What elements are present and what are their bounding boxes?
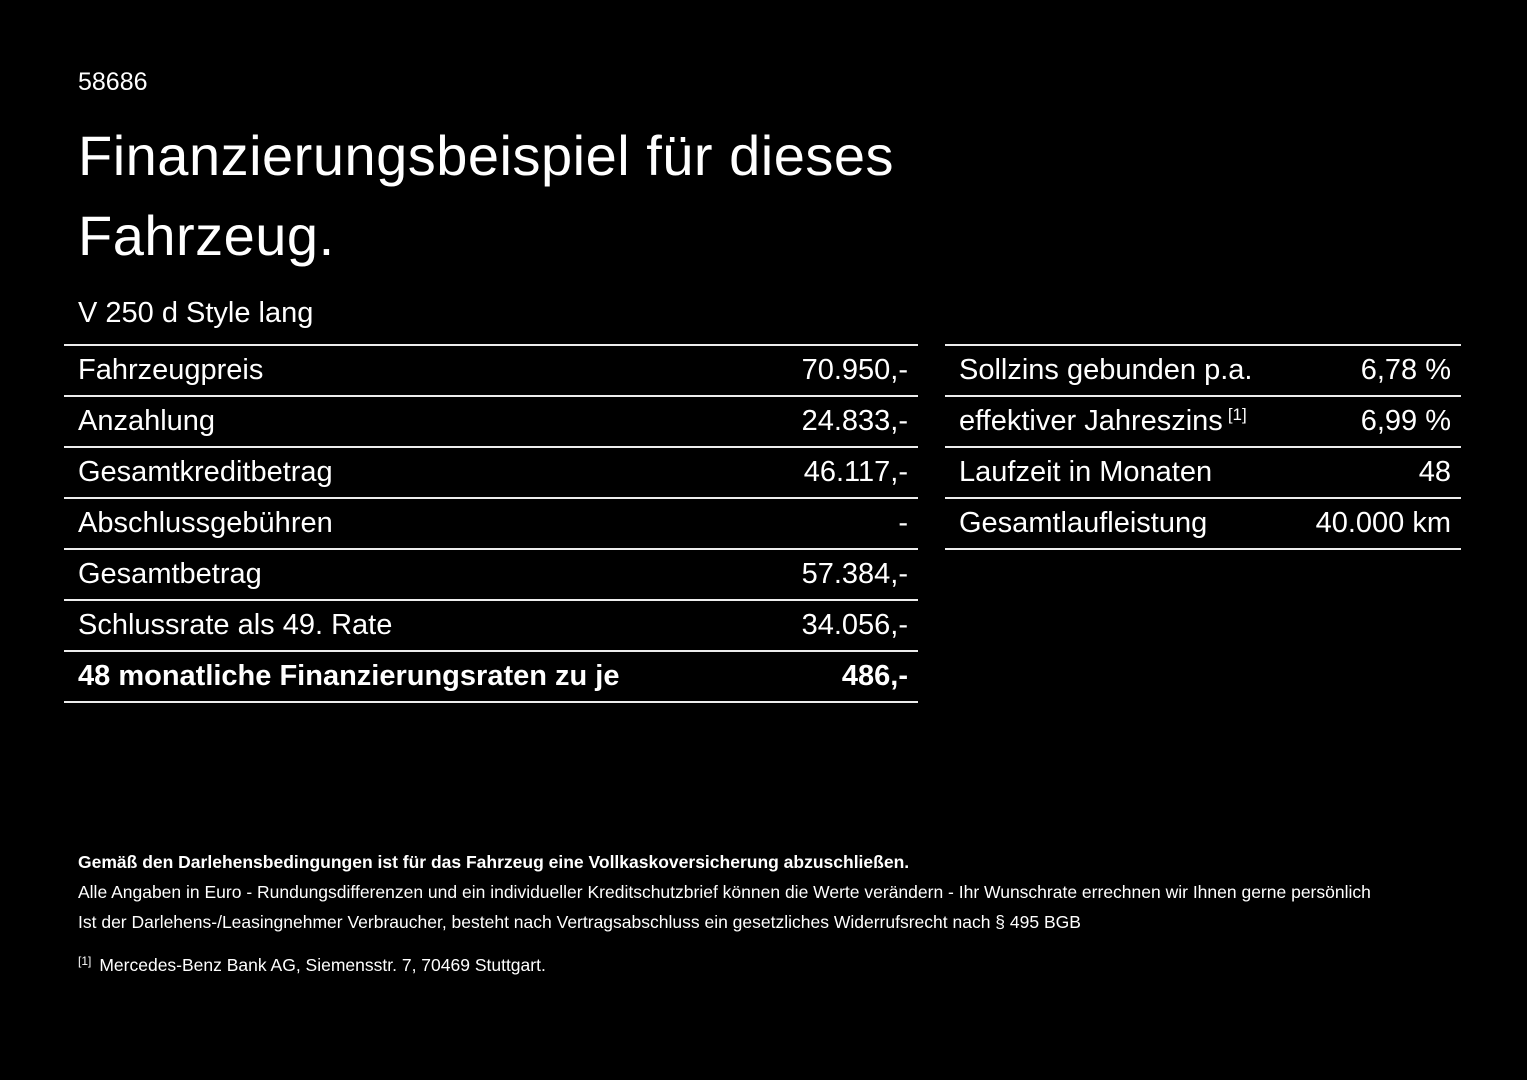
row-value: 48 [1418,456,1451,488]
table-row-schlussrate: Schlussrate als 49. Rate 34.056,- [64,599,918,650]
row-value: - [898,507,908,539]
page-title-line2: Fahrzeug. [78,204,335,268]
widerruf-note: Ist der Darlehens-/Leasingnehmer Verbrau… [78,912,1081,932]
table-row-abschlussgebuehren: Abschlussgebühren - [64,497,918,548]
conditions-table: Sollzins gebunden p.a. 6,78 % effektiver… [945,344,1461,550]
legal-footer: Gemäß den Darlehensbedingungen ist für d… [78,847,1468,980]
row-label: Schlussrate als 49. Rate [78,609,393,641]
page-title: Finanzierungsbeispiel für dieses Fahrzeu… [78,116,894,276]
document-id: 58686 [78,68,148,96]
table-row-laufzeit: Laufzeit in Monaten 48 [945,446,1461,497]
row-value: 40.000 km [1315,507,1451,539]
row-value: 46.117,- [803,456,908,488]
table-row-gesamtbetrag: Gesamtbetrag 57.384,- [64,548,918,599]
row-label: Fahrzeugpreis [78,354,264,386]
vehicle-name: V 250 d Style lang [78,297,314,329]
row-value: 34.056,- [801,609,908,641]
row-label: Sollzins gebunden p.a. [959,354,1253,386]
row-value: 486,- [841,660,908,692]
finance-table: Fahrzeugpreis 70.950,- Anzahlung 24.833,… [64,344,918,703]
row-label: Laufzeit in Monaten [959,456,1213,488]
row-label: Gesamtbetrag [78,558,262,590]
row-value: 6,99 % [1360,405,1451,437]
table-row-gesamtlaufleistung: Gesamtlaufleistung 40.000 km [945,497,1461,548]
table-row-monthly-rate: 48 monatliche Finanzierungsraten zu je 4… [64,650,918,701]
table-row-gesamtkreditbetrag: Gesamtkreditbetrag 46.117,- [64,446,918,497]
row-value: 6,78 % [1360,354,1451,386]
table-row-fahrzeugpreis: Fahrzeugpreis 70.950,- [64,344,918,395]
row-label: effektiver Jahreszins [1] [959,405,1247,437]
row-label: Abschlussgebühren [78,507,333,539]
table-row-anzahlung: Anzahlung 24.833,- [64,395,918,446]
row-label: 48 monatliche Finanzierungsraten zu je [78,660,620,692]
row-label: Gesamtlaufleistung [959,507,1208,539]
insurance-note: Gemäß den Darlehensbedingungen ist für d… [78,852,910,872]
row-label: Gesamtkreditbetrag [78,456,333,488]
row-value: 57.384,- [801,558,908,590]
euro-note: Alle Angaben in Euro - Rundungsdifferenz… [78,882,1371,902]
footnote-text: Mercedes-Benz Bank AG, Siemensstr. 7, 70… [99,955,546,975]
finance-tables: Fahrzeugpreis 70.950,- Anzahlung 24.833,… [64,344,1461,703]
table-row-effektiver-jahreszins: effektiver Jahreszins [1] 6,99 % [945,395,1461,446]
row-label: Anzahlung [78,405,216,437]
row-value: 70.950,- [801,354,908,386]
footnote-marker: [1] [1227,405,1247,424]
row-value: 24.833,- [801,405,908,437]
page-title-line1: Finanzierungsbeispiel für dieses [78,124,894,187]
footnote-marker: [1] [78,954,92,968]
bank-footnote: [1] Mercedes-Benz Bank AG, Siemensstr. 7,… [78,946,1468,980]
table-row-sollzins: Sollzins gebunden p.a. 6,78 % [945,344,1461,395]
